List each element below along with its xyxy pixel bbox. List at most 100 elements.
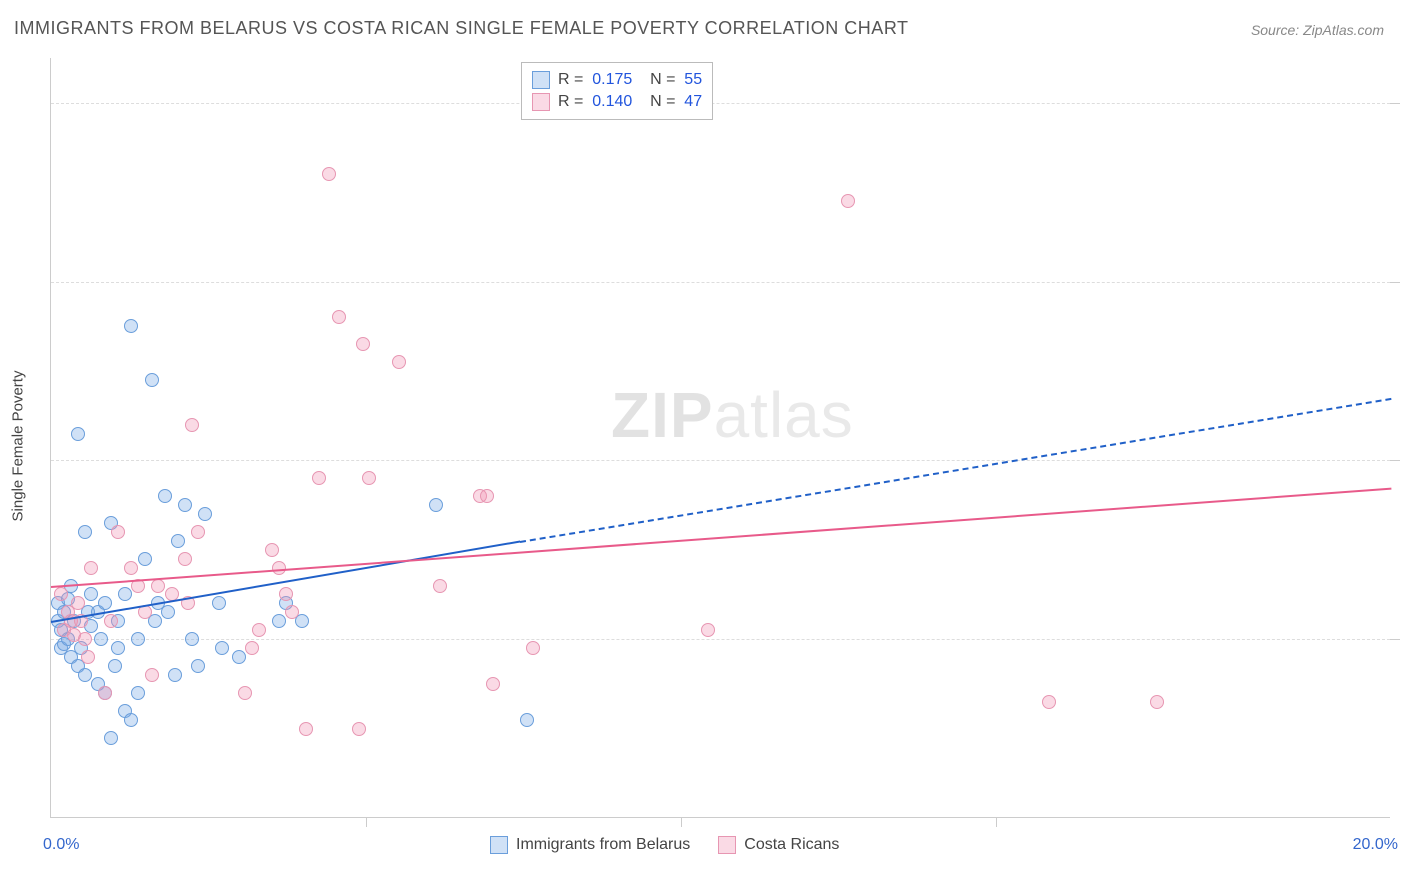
data-point	[168, 668, 182, 682]
data-point	[272, 614, 286, 628]
data-point	[71, 427, 85, 441]
data-point	[78, 668, 92, 682]
gridline	[51, 639, 1390, 640]
gridline	[51, 460, 1390, 461]
data-point	[520, 713, 534, 727]
data-point	[71, 596, 85, 610]
data-point	[322, 167, 336, 181]
y-tick	[1390, 103, 1400, 104]
data-point	[198, 507, 212, 521]
chart-container: IMMIGRANTS FROM BELARUS VS COSTA RICAN S…	[0, 0, 1406, 892]
legend-row: R = 0.140 N = 47	[532, 91, 702, 113]
data-point	[299, 722, 313, 736]
x-tick-label: 0.0%	[43, 836, 79, 854]
data-point	[356, 337, 370, 351]
data-point	[215, 641, 229, 655]
data-point	[279, 587, 293, 601]
data-point	[78, 632, 92, 646]
data-point	[362, 471, 376, 485]
data-point	[84, 587, 98, 601]
data-point	[171, 534, 185, 548]
legend-swatch	[718, 836, 736, 854]
x-tick	[996, 817, 997, 827]
x-tick	[681, 817, 682, 827]
data-point	[526, 641, 540, 655]
gridline	[51, 282, 1390, 283]
y-axis-label: Single Female Poverty	[10, 371, 27, 522]
data-point	[124, 319, 138, 333]
data-point	[104, 731, 118, 745]
data-point	[111, 641, 125, 655]
data-point	[138, 552, 152, 566]
legend-swatch	[532, 93, 550, 111]
data-point	[701, 623, 715, 637]
data-point	[1042, 695, 1056, 709]
y-tick	[1390, 639, 1400, 640]
data-point	[161, 605, 175, 619]
data-point	[131, 632, 145, 646]
data-point	[841, 194, 855, 208]
data-point	[480, 489, 494, 503]
data-point	[185, 418, 199, 432]
data-point	[158, 489, 172, 503]
legend-r-label: R = 0.140 N = 47	[558, 93, 702, 111]
data-point	[238, 686, 252, 700]
legend-bottom: Immigrants from Belarus Costa Ricans	[490, 836, 839, 854]
data-point	[312, 471, 326, 485]
data-point	[486, 677, 500, 691]
data-point	[392, 355, 406, 369]
data-point	[145, 373, 159, 387]
data-point	[191, 659, 205, 673]
legend-swatch	[532, 71, 550, 89]
data-point	[332, 310, 346, 324]
data-point	[111, 525, 125, 539]
trend-line	[51, 487, 1391, 587]
data-point	[78, 525, 92, 539]
chart-title: IMMIGRANTS FROM BELARUS VS COSTA RICAN S…	[14, 18, 908, 39]
data-point	[98, 596, 112, 610]
data-point	[104, 614, 118, 628]
legend-label: Costa Ricans	[744, 836, 839, 854]
data-point	[124, 561, 138, 575]
data-point	[352, 722, 366, 736]
data-point	[433, 579, 447, 593]
data-point	[185, 632, 199, 646]
data-point	[145, 668, 159, 682]
data-point	[191, 525, 205, 539]
data-point	[272, 561, 286, 575]
legend-item: Immigrants from Belarus	[490, 836, 690, 854]
source-label: Source: ZipAtlas.com	[1251, 22, 1384, 38]
data-point	[265, 543, 279, 557]
data-point	[84, 561, 98, 575]
data-point	[108, 659, 122, 673]
data-point	[98, 686, 112, 700]
correlation-legend: R = 0.175 N = 55 R = 0.140 N = 47	[521, 62, 713, 120]
data-point	[118, 587, 132, 601]
legend-row: R = 0.175 N = 55	[532, 69, 702, 91]
data-point	[1150, 695, 1164, 709]
plot-area: ZIPatlas 20.0%40.0%60.0%80.0%0.0%20.0%R …	[50, 58, 1390, 818]
legend-label: Immigrants from Belarus	[516, 836, 690, 854]
data-point	[54, 587, 68, 601]
data-point	[252, 623, 266, 637]
x-tick-label: 20.0%	[1353, 836, 1398, 854]
y-tick	[1390, 282, 1400, 283]
data-point	[178, 552, 192, 566]
data-point	[124, 713, 138, 727]
data-point	[131, 686, 145, 700]
data-point	[81, 650, 95, 664]
data-point	[212, 596, 226, 610]
legend-swatch	[490, 836, 508, 854]
x-tick	[366, 817, 367, 827]
data-point	[285, 605, 299, 619]
data-point	[429, 498, 443, 512]
data-point	[245, 641, 259, 655]
data-point	[232, 650, 246, 664]
gridline	[51, 103, 1390, 104]
data-point	[94, 632, 108, 646]
legend-r-label: R = 0.175 N = 55	[558, 71, 702, 89]
y-tick	[1390, 460, 1400, 461]
legend-item: Costa Ricans	[718, 836, 839, 854]
watermark: ZIPatlas	[611, 378, 854, 452]
data-point	[151, 579, 165, 593]
